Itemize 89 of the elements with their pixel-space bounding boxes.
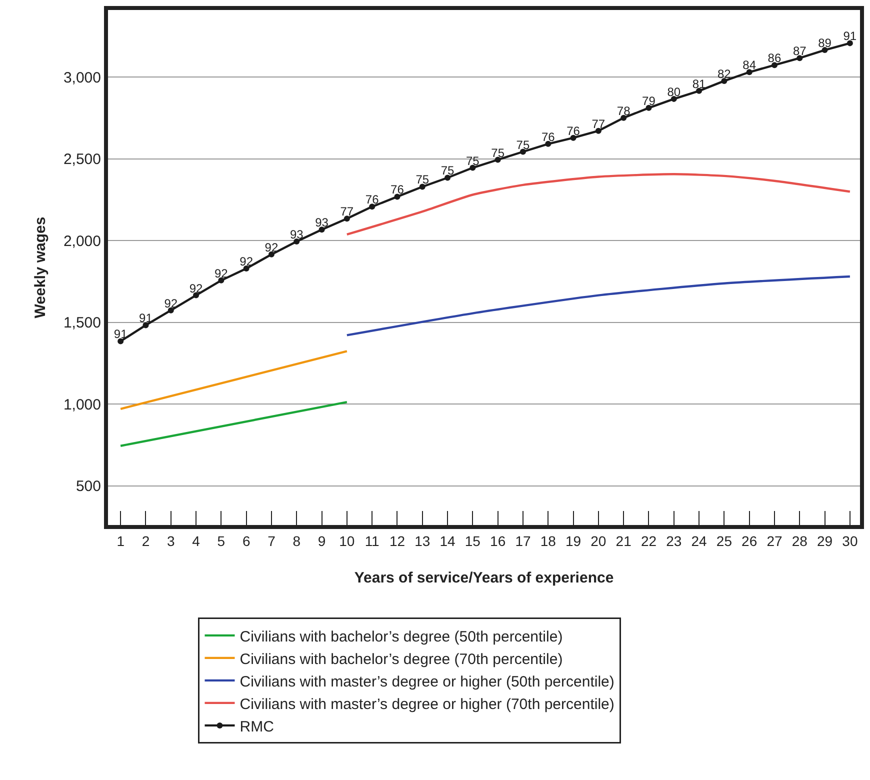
annotation: 75 (440, 164, 455, 178)
annotation: 92 (164, 296, 178, 310)
x-tick-label: 22 (640, 532, 657, 549)
annotation: 86 (768, 51, 782, 66)
annotation: 75 (416, 172, 430, 187)
x-tick-label: 7 (268, 532, 276, 549)
x-tick-label: 16 (490, 532, 506, 549)
annotation: 76 (365, 192, 380, 207)
annotation: 77 (592, 116, 606, 131)
annotation: 87 (792, 44, 807, 58)
point (142, 322, 149, 328)
annotation: 91 (114, 327, 128, 342)
line-series (346, 275, 852, 336)
x-tick-label: 8 (292, 532, 301, 549)
annotation: 91 (139, 311, 153, 326)
annotation: 79 (642, 94, 656, 108)
x-tick-label: 25 (716, 532, 732, 549)
point (746, 69, 752, 76)
point (369, 204, 376, 210)
legend-label: Civilians with master’s degree or higher (70th percentile) (240, 696, 614, 713)
x-tick-label: 3 (166, 532, 175, 549)
x-tick-label: 21 (616, 532, 632, 549)
x-tick-label: 24 (691, 532, 708, 549)
annotation: 75 (491, 146, 505, 160)
y-tick-label: 1,000 (63, 396, 101, 414)
legend-label: RMC (240, 718, 274, 736)
x-axis-title: Years of service/Years of experience (354, 569, 614, 586)
annotation: 75 (516, 138, 530, 152)
annotation: 77 (340, 204, 354, 219)
x-tick-label: 1 (116, 532, 125, 549)
point (394, 194, 400, 200)
x-tick-label: 10 (339, 532, 355, 549)
annotation: 92 (240, 254, 254, 268)
point (771, 62, 778, 68)
x-tick-label: 14 (440, 532, 456, 549)
annotation: 75 (466, 154, 480, 168)
point (344, 216, 350, 222)
point (822, 47, 828, 54)
x-tick-label: 27 (766, 532, 782, 549)
point (444, 174, 451, 181)
annotation: 76 (566, 124, 580, 138)
x-tick-label: 11 (364, 532, 380, 549)
x-tick-label: 28 (792, 532, 808, 549)
annotation: 81 (692, 76, 706, 91)
legend-label: Civilians with bachelor’s degree (50th percentile) (240, 628, 563, 646)
annotation: 80 (667, 84, 681, 99)
annotation: 92 (214, 266, 228, 280)
annotation: 92 (189, 281, 204, 296)
annotation: 84 (742, 58, 756, 72)
y-tick-label: 3,000 (63, 69, 101, 86)
x-tick-label: 5 (217, 532, 226, 549)
annotation: 91 (843, 29, 857, 44)
annotation: 78 (616, 104, 631, 118)
y-tick-label: 2,000 (63, 232, 101, 250)
x-tick-label: 4 (192, 532, 200, 549)
x-tick-label: 6 (242, 532, 250, 549)
legend-label: Civilians with bachelor’s degree (70th percentile) (240, 650, 563, 668)
x-tick-label: 23 (666, 532, 682, 549)
y-tick-label: 500 (76, 478, 101, 496)
y-tick-label: 2,500 (63, 151, 101, 168)
x-tick-label: 9 (318, 532, 326, 549)
x-tick-label: 29 (817, 532, 833, 549)
legend-label: Civilians with master’s degree or higher (50th percentile) (240, 673, 614, 690)
x-tick-label: 20 (590, 532, 606, 549)
annotation: 93 (315, 216, 329, 230)
x-tick-label: 17 (515, 532, 531, 549)
annotation: 76 (390, 182, 404, 197)
point (294, 238, 300, 244)
point (419, 184, 426, 190)
point (846, 40, 853, 46)
annotation: 93 (290, 228, 304, 242)
point (318, 226, 325, 233)
annotation: 92 (264, 240, 278, 254)
x-tick-label: 12 (389, 532, 406, 549)
y-tick-label: 1,500 (63, 314, 101, 332)
point (595, 128, 602, 134)
x-tick-label: 13 (414, 532, 430, 549)
x-tick-label: 19 (565, 532, 582, 549)
point (118, 338, 124, 344)
x-tick-label: 26 (742, 532, 758, 549)
x-tick-label: 2 (142, 532, 150, 549)
annotation: 76 (541, 130, 556, 144)
point (796, 55, 803, 62)
x-tick-label: 15 (464, 532, 481, 549)
annotation: 89 (818, 36, 832, 50)
x-tick-label: 30 (842, 532, 858, 549)
x-tick-label: 18 (540, 532, 556, 549)
annotation: 82 (718, 66, 732, 81)
y-axis-title: Weekly wages (32, 216, 50, 318)
